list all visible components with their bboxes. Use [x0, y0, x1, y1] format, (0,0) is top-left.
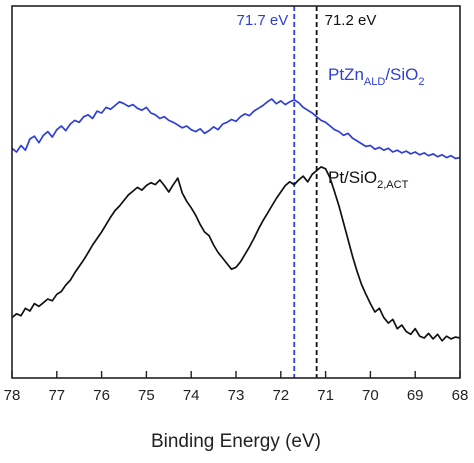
x-tick-label-3: 75	[138, 387, 155, 404]
x-tick-label-5: 73	[228, 387, 245, 404]
series-label-0-part-1: ALD	[364, 76, 385, 88]
series-labels: PtZnALD/SiO2 Pt/SiO2,ACT	[328, 65, 425, 191]
series-label-1-part-1: 2,ACT	[377, 179, 408, 191]
x-tick-label-1: 77	[48, 387, 65, 404]
plot-area	[11, 6, 461, 378]
series-label-1-part-0: Pt/SiO	[328, 168, 377, 187]
series-label-0-part-0: PtZn	[328, 65, 364, 84]
ref-line-label-1: 71.2 eV	[325, 12, 377, 29]
x-tick-label-8: 70	[362, 387, 379, 404]
x-tick-label-0: 78	[4, 387, 21, 404]
reference-lines	[293, 6, 318, 378]
series-line-0	[11, 98, 461, 160]
x-tick-label-9: 69	[407, 387, 424, 404]
series-label-0-part-2: /SiO	[385, 65, 418, 84]
series-label-1: Pt/SiO2,ACT	[328, 168, 409, 191]
series-label-0-part-3: 2	[418, 76, 424, 88]
series-label-0: PtZnALD/SiO2	[328, 65, 425, 88]
series-lines	[11, 98, 461, 342]
x-axis-ticks	[11, 371, 461, 378]
reference-line-labels: 71.7 eV 71.2 eV	[237, 12, 377, 29]
ref-line-label-0: 71.7 eV	[237, 12, 289, 29]
plot-frame	[11, 5, 461, 379]
x-tick-label-6: 72	[272, 387, 289, 404]
x-axis-title: Binding Energy (eV)	[151, 431, 321, 452]
x-tick-label-10: 68	[452, 387, 469, 404]
x-tick-label-2: 76	[93, 387, 110, 404]
x-tick-label-7: 71	[317, 387, 334, 404]
series-line-1	[11, 166, 461, 342]
x-axis-tick-labels: 78 77 76 75 74 73 72 71 70 69 68	[4, 387, 469, 404]
x-tick-label-4: 74	[183, 387, 200, 404]
